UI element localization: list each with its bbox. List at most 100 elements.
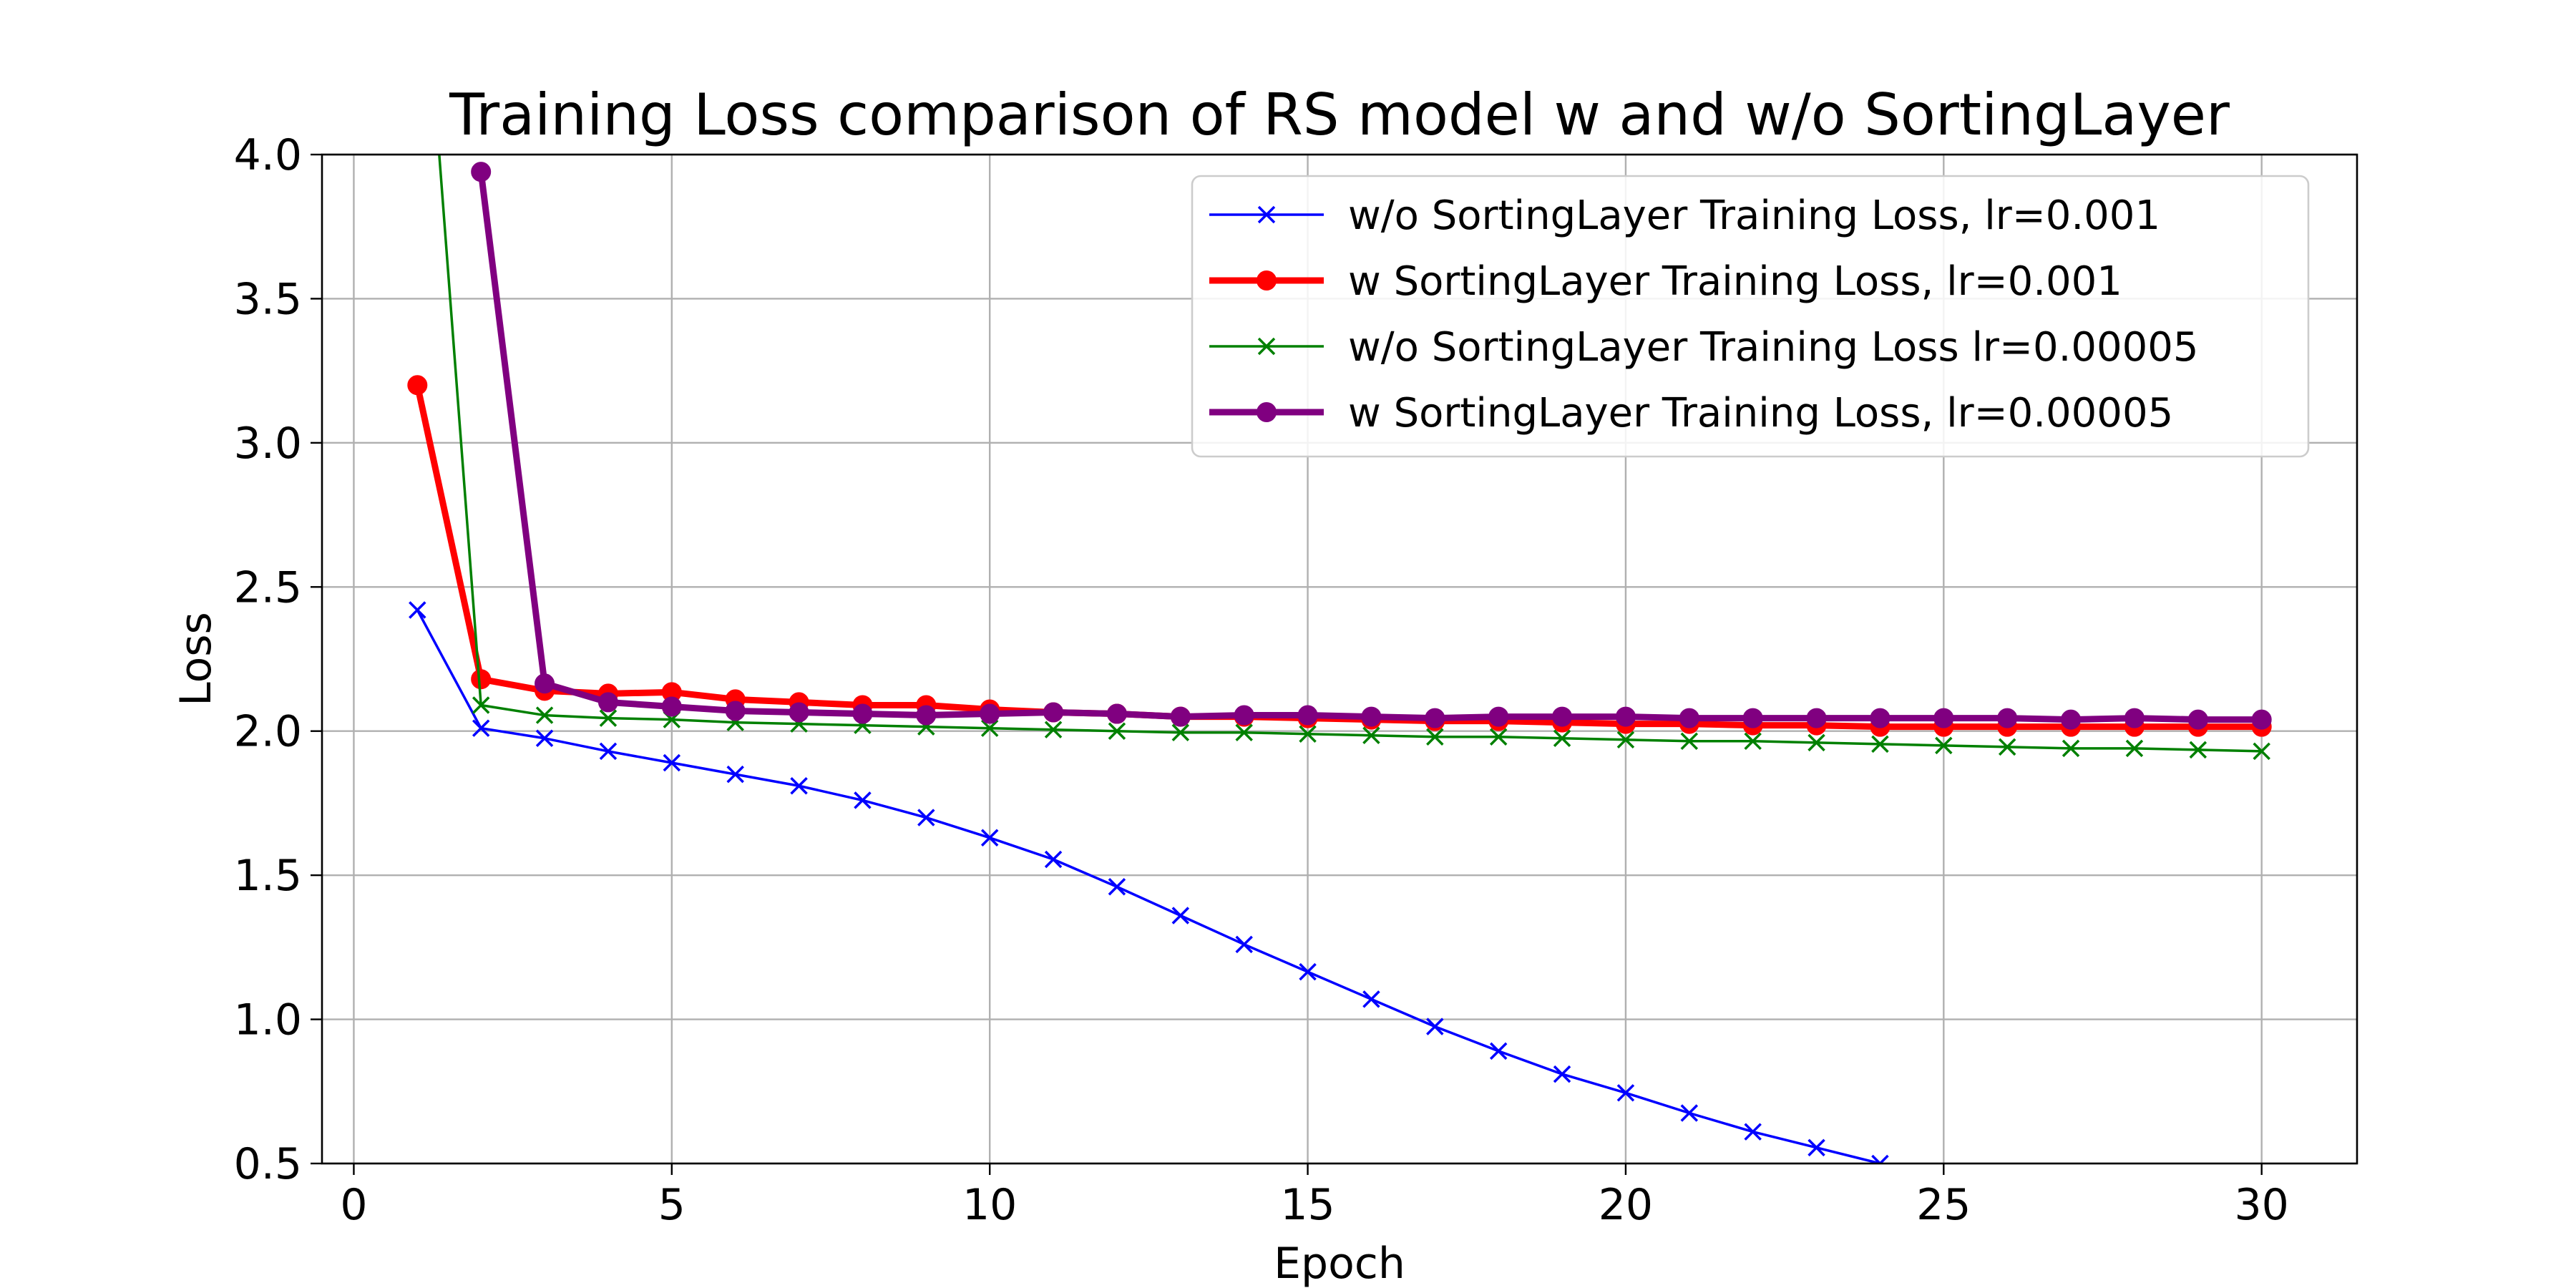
series-1-point [1680, 1104, 1699, 1122]
series-4 [471, 162, 2272, 730]
series-4-point [535, 673, 555, 694]
series-4-point [1615, 706, 1636, 727]
series-4-point [1933, 708, 1954, 728]
series-4-point [789, 702, 809, 723]
series-3-point [1935, 736, 1953, 755]
series-group [407, 155, 2272, 1163]
series-3-point [1998, 738, 2016, 756]
chart-title: Training Loss comparison of RS model w a… [449, 82, 2230, 148]
series-1-point [1616, 1084, 1635, 1102]
series-4-point [1997, 708, 2018, 728]
series-1-point [1044, 850, 1063, 869]
legend-entry: w/o SortingLayer Training Loss, lr=0.001 [1209, 192, 2160, 239]
series-1-point [409, 601, 426, 619]
legend-label: w/o SortingLayer Training Loss lr=0.0000… [1348, 324, 2199, 371]
series-4-point [2251, 709, 2272, 730]
series-3-point [1744, 732, 1762, 751]
y-axis-label: Loss [171, 612, 221, 706]
legend-swatch-marker [1257, 337, 1276, 356]
series-1-point [1744, 1123, 1762, 1141]
axis-ticks: 0 5 10 15 20 25 30 0.5 1.0 1.5 2.0 2.5 3.0 3.5 4.0 [234, 130, 2289, 1230]
series-3-point [2062, 739, 2080, 758]
legend-entry: w SortingLayer Training Loss, lr=0.00005 [1209, 390, 2173, 436]
legend-swatch-marker [1257, 205, 1276, 224]
series-4-point [1170, 706, 1191, 727]
series-3-point [535, 706, 554, 724]
series-4-point [1870, 708, 1890, 728]
series-1-point [1553, 1065, 1571, 1083]
series-1-point [1108, 878, 1126, 896]
series-1-point [1235, 935, 1253, 954]
series-3-point [1807, 733, 1825, 752]
series-4-point [1234, 705, 1254, 726]
series-4-point [2124, 708, 2145, 728]
series-1-point [1871, 1154, 1889, 1163]
x-tick-label: 15 [1280, 1180, 1335, 1230]
series-3-point [2253, 742, 2270, 761]
y-tick-label: 2.5 [234, 562, 302, 613]
series-3-line [438, 155, 2262, 753]
series-1-point [1807, 1138, 1825, 1157]
series-4-point [1106, 703, 1127, 724]
series-4-point [1425, 708, 1445, 728]
series-4-point [1361, 706, 1382, 727]
series-1 [409, 601, 1889, 1163]
x-tick-label: 0 [340, 1180, 367, 1230]
x-tick-label: 30 [2235, 1180, 2289, 1230]
legend-label: w SortingLayer Training Loss, lr=0.001 [1348, 258, 2122, 305]
y-tick-label: 4.0 [234, 130, 302, 180]
series-1-point [854, 791, 872, 809]
series-4-point [597, 692, 618, 713]
x-tick-label: 25 [1916, 1180, 1971, 1230]
series-4-point [980, 703, 1000, 724]
series-4-point [852, 703, 873, 724]
series-1-point [1426, 1018, 1444, 1035]
series-4-point [471, 162, 492, 182]
series-3-point [1553, 729, 1571, 748]
series-1-point [472, 719, 490, 737]
legend-entry: w SortingLayer Training Loss, lr=0.001 [1209, 258, 2122, 305]
x-axis-label: Epoch [1274, 1239, 1405, 1288]
x-tick-label: 5 [658, 1180, 686, 1230]
series-1-point [980, 829, 999, 847]
series-1-point [1171, 907, 1190, 924]
series-4-point [1488, 706, 1509, 727]
series-4-point [1679, 708, 1699, 728]
series-4-point [1552, 706, 1573, 727]
series-3-point [1108, 722, 1126, 740]
y-tick-label: 3.5 [234, 274, 302, 324]
series-4-point [1806, 708, 1827, 728]
y-tick-label: 2.0 [234, 707, 302, 757]
series-2-point [407, 375, 428, 396]
series-3-point [2125, 739, 2144, 758]
series-4-point [916, 705, 937, 726]
series-1-point [663, 753, 681, 772]
series-2-point [471, 669, 492, 690]
series-1-point [1489, 1042, 1508, 1060]
x-tick-label: 10 [962, 1180, 1017, 1230]
legend-label: w SortingLayer Training Loss, lr=0.00005 [1348, 390, 2173, 436]
series-3-point [1044, 721, 1063, 738]
series-4-point [661, 696, 682, 717]
series-1-point [917, 809, 935, 826]
series-1-point [535, 729, 554, 748]
series-1-point [599, 742, 618, 761]
y-tick-label: 0.5 [234, 1139, 302, 1189]
series-1-point [726, 765, 744, 784]
legend-swatch-marker [1257, 270, 1277, 291]
series-3-point [1362, 726, 1380, 744]
legend-label: w/o SortingLayer Training Loss, lr=0.001 [1348, 192, 2160, 239]
y-tick-label: 1.0 [234, 995, 302, 1045]
series-3-point [1616, 731, 1635, 749]
series-3-point [1235, 723, 1253, 741]
series-3-point [2189, 741, 2207, 759]
series-3-point [1426, 728, 1444, 746]
plot-frame [321, 153, 2358, 1165]
y-tick-label: 1.5 [234, 851, 302, 901]
series-4-point [1043, 702, 1064, 723]
legend-entry: w/o SortingLayer Training Loss lr=0.0000… [1209, 324, 2199, 371]
series-4-point [725, 701, 746, 721]
y-tick-label: 3.0 [234, 419, 302, 469]
series-3-point [1171, 723, 1190, 741]
